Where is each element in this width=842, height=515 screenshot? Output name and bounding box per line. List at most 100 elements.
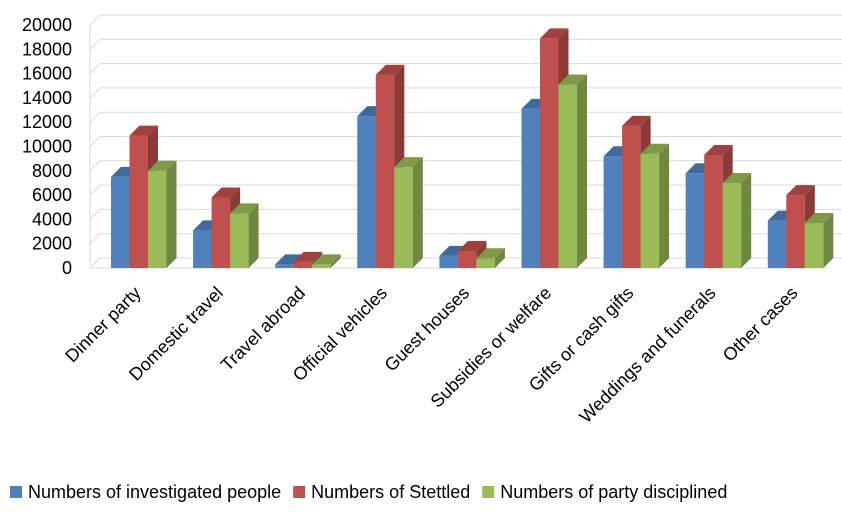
bar-front: [767, 220, 787, 268]
bar-front: [293, 261, 313, 268]
bar-top: [476, 248, 505, 259]
bar-top: [457, 240, 487, 251]
bar-front: [193, 230, 212, 268]
gridline: [89, 208, 842, 220]
bar-top: [558, 74, 587, 85]
bar-front: [704, 155, 723, 268]
gridline: [89, 63, 842, 74]
legend-label: Numbers of party disciplined: [500, 482, 727, 502]
bar-top: [211, 187, 241, 198]
category-label: Other cases: [719, 283, 802, 366]
bar: [476, 248, 505, 268]
y-tick-label: 6000: [32, 185, 72, 205]
bar-front: [603, 156, 623, 268]
bar-front: [129, 135, 148, 268]
gridline: [89, 184, 842, 196]
bar-side: [741, 172, 752, 268]
bar-top: [722, 172, 752, 183]
bar-side: [412, 157, 423, 268]
bar: [148, 160, 177, 268]
category-label: Guest houses: [381, 283, 474, 376]
gridline: [89, 257, 842, 269]
bar: [558, 74, 587, 268]
y-tick-label: 20000: [22, 15, 72, 35]
gridline: [89, 136, 842, 147]
category-label: Travel abroad: [217, 283, 309, 375]
y-tick-label: 8000: [32, 161, 72, 181]
bar-side: [330, 254, 341, 268]
bar-top: [312, 254, 341, 265]
bar-front: [685, 173, 705, 268]
bar: [640, 143, 670, 268]
bar: [804, 213, 834, 268]
bar-front: [786, 195, 805, 268]
bar-top: [230, 203, 259, 214]
gridline: [89, 87, 842, 99]
y-tick-label: 14000: [22, 88, 72, 108]
bar-top: [622, 115, 651, 126]
bar-top: [394, 157, 423, 168]
bar-side: [823, 213, 834, 268]
bar-top: [293, 251, 323, 262]
bar-side: [248, 203, 259, 268]
bar-front: [211, 197, 231, 268]
bar: [722, 172, 752, 268]
bar-top: [375, 64, 405, 75]
y-tick-label: 12000: [22, 112, 72, 132]
bar-front: [722, 182, 742, 268]
gridline: [89, 160, 842, 172]
bar-side: [577, 74, 587, 268]
legend-swatch: [482, 486, 495, 498]
bar-front: [275, 264, 294, 268]
legend: Numbers of investigated people Numbers of…: [10, 482, 727, 502]
gridline: [89, 38, 842, 50]
bar-front: [357, 116, 376, 268]
y-axis-tick-labels: 0 2000 4000 6000 8000 10000 12000 14000 16000 180…: [22, 15, 72, 278]
bar-front: [558, 84, 577, 268]
bar: [230, 203, 259, 268]
gridline: [89, 111, 842, 123]
bar-top: [148, 160, 177, 171]
gridline: [89, 233, 842, 245]
legend-label: Numbers of Stettled: [311, 482, 470, 502]
y-tick-label: 18000: [22, 39, 72, 59]
bar-front: [521, 108, 540, 269]
bar-top: [540, 28, 569, 39]
category-label: Weddings and funerals: [575, 283, 719, 427]
legend-label: Numbers of investigated people: [28, 482, 281, 502]
bar-front: [394, 167, 413, 268]
bar-front: [230, 213, 249, 268]
bar-top: [129, 125, 158, 136]
bar-front: [457, 250, 477, 268]
legend-swatch: [293, 486, 306, 498]
bar-top: [640, 143, 670, 154]
bar-front: [111, 176, 130, 268]
bar-side: [166, 160, 177, 268]
category-label: Dinner party: [61, 283, 144, 366]
bar-front: [540, 38, 559, 268]
y-tick-label: 0: [62, 258, 72, 278]
bar-top: [804, 213, 834, 224]
bar-top: [704, 145, 733, 156]
y-tick-label: 2000: [32, 234, 72, 254]
bar-side: [659, 143, 670, 268]
bar-top: [786, 185, 815, 196]
bar-front: [804, 223, 824, 268]
bar-front: [375, 74, 395, 268]
bar-top: [275, 254, 304, 265]
y-tick-label: 16000: [22, 64, 72, 84]
bar-front: [622, 125, 641, 268]
bar: [394, 157, 423, 268]
bars: [111, 28, 834, 269]
gridline: [89, 14, 842, 26]
bar-front: [476, 258, 495, 268]
bar-front: [312, 264, 331, 268]
legend-swatch: [10, 486, 22, 498]
bar-front: [640, 153, 660, 268]
y-tick-label: 10000: [22, 137, 72, 157]
bar-front: [439, 255, 458, 268]
bar-side: [494, 248, 505, 268]
bar-front: [148, 170, 167, 268]
bar: [312, 254, 341, 268]
